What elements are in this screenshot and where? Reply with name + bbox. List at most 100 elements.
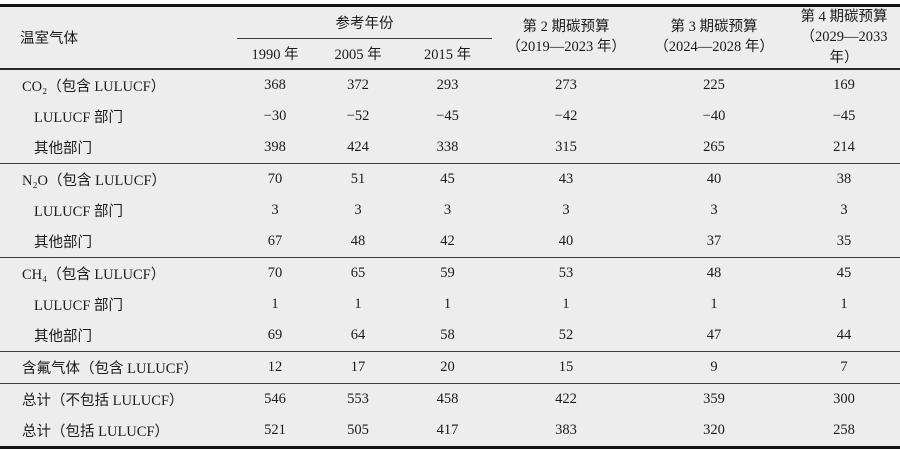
budget-period-3-title: 第 3 期碳预算 [670, 19, 758, 36]
cell-value: 70 [267, 264, 283, 281]
cell-value: 65 [350, 264, 366, 281]
row-label: CH₄（包含 LULUCF） [22, 266, 166, 283]
cell-value: 300 [833, 390, 855, 407]
table-body: CO₂（包含 LULUCF） 368 372 293 273 225 169 L… [0, 69, 900, 446]
cell-value: 67 [267, 232, 283, 249]
cell-value: −45 [832, 107, 856, 124]
table-row: CO₂（包含 LULUCF） 368 372 293 273 225 169 [0, 69, 900, 101]
cell-value: 225 [703, 76, 725, 93]
column-header-budget-period-3: 第 3 期碳预算 （2024—2028 年） [640, 7, 788, 69]
cell-value: 417 [436, 421, 459, 438]
cell-value: 169 [833, 76, 855, 93]
cell-value: 1 [271, 295, 279, 312]
row-label: 含氟气体（包含 LULUCF） [22, 360, 199, 377]
data-table: 温室气体 参考年份 第 2 期碳预算 （2019—2023 年） 第 3 期碳预… [0, 7, 900, 446]
budget-period-2-range: （2019—2023 年） [506, 39, 626, 56]
cell-value: 40 [558, 232, 574, 249]
cell-value: 1 [840, 295, 848, 312]
cell-value: −40 [702, 107, 726, 124]
cell-value: 398 [264, 138, 286, 155]
cell-value: 320 [703, 421, 725, 438]
row-label: CO₂（包含 LULUCF） [22, 78, 166, 95]
cell-value: 44 [836, 326, 852, 343]
cell-value: 7 [840, 358, 848, 375]
cell-value: 338 [436, 138, 459, 155]
cell-value: 293 [436, 76, 459, 93]
cell-value: 3 [562, 201, 570, 218]
column-header-2005: 2005 年 [334, 46, 382, 63]
header-row-groups: 温室气体 参考年份 第 2 期碳预算 （2019—2023 年） 第 3 期碳预… [0, 7, 900, 66]
column-group-reference-years: 参考年份 [237, 7, 493, 40]
cell-value: 553 [347, 390, 369, 407]
table-row: 总计（包括 LULUCF） 521 505 417 383 320 258 [0, 415, 900, 446]
cell-value: 1 [443, 295, 452, 312]
cell-value: 1 [562, 295, 570, 312]
cell-value: 383 [555, 421, 577, 438]
cell-value: 17 [350, 358, 366, 375]
table-row: 其他部门 69 64 58 52 47 44 [0, 320, 900, 352]
header-row-years: 1990 年 2005 年 2015 年 [0, 39, 900, 69]
cell-value: 3 [443, 201, 452, 218]
row-label: N₂O（包含 LULUCF） [22, 172, 167, 189]
cell-value: 9 [710, 358, 718, 375]
cell-value: 265 [703, 138, 725, 155]
table-row: 其他部门 398 424 338 315 265 214 [0, 132, 900, 164]
cell-value: 3 [840, 201, 848, 218]
cell-value: 315 [555, 138, 577, 155]
cell-value: 15 [558, 358, 574, 375]
cell-value: 53 [558, 264, 574, 281]
row-label: 其他部门 [34, 328, 92, 345]
table-row: LULUCF 部门 −30 −52 −45 −42 −40 −45 [0, 101, 900, 132]
cell-value: 48 [706, 264, 722, 281]
table-row: N₂O（包含 LULUCF） 70 51 45 43 40 38 [0, 163, 900, 195]
column-header-budget-period-2: 第 2 期碳预算 （2019—2023 年） [492, 7, 640, 69]
cell-value: 372 [347, 76, 369, 93]
cell-value: −30 [263, 107, 287, 124]
ghg-carbon-budget-table: 温室气体 参考年份 第 2 期碳预算 （2019—2023 年） 第 3 期碳预… [0, 4, 900, 449]
table-row: CH₄（包含 LULUCF） 70 65 59 53 48 45 [0, 257, 900, 289]
column-header-greenhouse-gas: 温室气体 [20, 30, 78, 47]
row-label: 其他部门 [34, 234, 92, 251]
row-label: 总计（不包括 LULUCF） [22, 392, 184, 409]
cell-value: 42 [440, 232, 455, 249]
cell-value: 51 [350, 170, 366, 187]
cell-value: 20 [440, 358, 455, 375]
budget-period-4-title: 第 4 期碳预算 [800, 9, 888, 25]
cell-value: 45 [836, 264, 852, 281]
cell-value: 214 [833, 138, 855, 155]
cell-value: 59 [440, 264, 455, 281]
cell-value: 52 [558, 326, 574, 343]
table-header: 温室气体 参考年份 第 2 期碳预算 （2019—2023 年） 第 3 期碳预… [0, 7, 900, 69]
cell-value: 505 [347, 421, 369, 438]
cell-value: 422 [555, 390, 577, 407]
cell-value: 368 [264, 76, 286, 93]
cell-value: 521 [264, 421, 286, 438]
row-label: LULUCF 部门 [34, 203, 124, 220]
table-row: 含氟气体（包含 LULUCF） 12 17 20 15 9 7 [0, 351, 900, 383]
cell-value: 3 [354, 201, 362, 218]
row-label: 其他部门 [34, 140, 92, 157]
column-header-budget-period-4: 第 4 期碳预算 （2029—2033 年） [788, 7, 900, 69]
cell-value: 43 [558, 170, 574, 187]
cell-value: 47 [706, 326, 722, 343]
row-label: LULUCF 部门 [34, 109, 124, 126]
cell-value: 546 [264, 390, 286, 407]
cell-value: 64 [350, 326, 366, 343]
row-label: LULUCF 部门 [34, 297, 124, 314]
cell-value: 1 [354, 295, 362, 312]
table-row: 其他部门 67 48 42 40 37 35 [0, 226, 900, 258]
cell-value: 40 [706, 170, 722, 187]
cell-value: 45 [440, 170, 455, 187]
cell-value: 3 [710, 201, 718, 218]
cell-value: −42 [554, 107, 578, 124]
cell-value: 458 [436, 390, 459, 407]
table-row: LULUCF 部门 1 1 1 1 1 1 [0, 289, 900, 320]
cell-value: 3 [271, 201, 279, 218]
cell-value: −52 [346, 107, 370, 124]
column-header-2015: 2015 年 [423, 46, 472, 63]
table-row: 总计（不包括 LULUCF） 546 553 458 422 359 300 [0, 383, 900, 415]
cell-value: 70 [267, 170, 283, 187]
cell-value: 35 [836, 232, 852, 249]
budget-period-3-range: （2024—2028 年） [654, 39, 774, 56]
table-row: LULUCF 部门 3 3 3 3 3 3 [0, 195, 900, 226]
